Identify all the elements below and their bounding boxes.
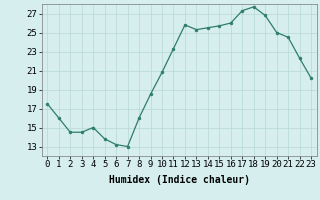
X-axis label: Humidex (Indice chaleur): Humidex (Indice chaleur) <box>109 175 250 185</box>
